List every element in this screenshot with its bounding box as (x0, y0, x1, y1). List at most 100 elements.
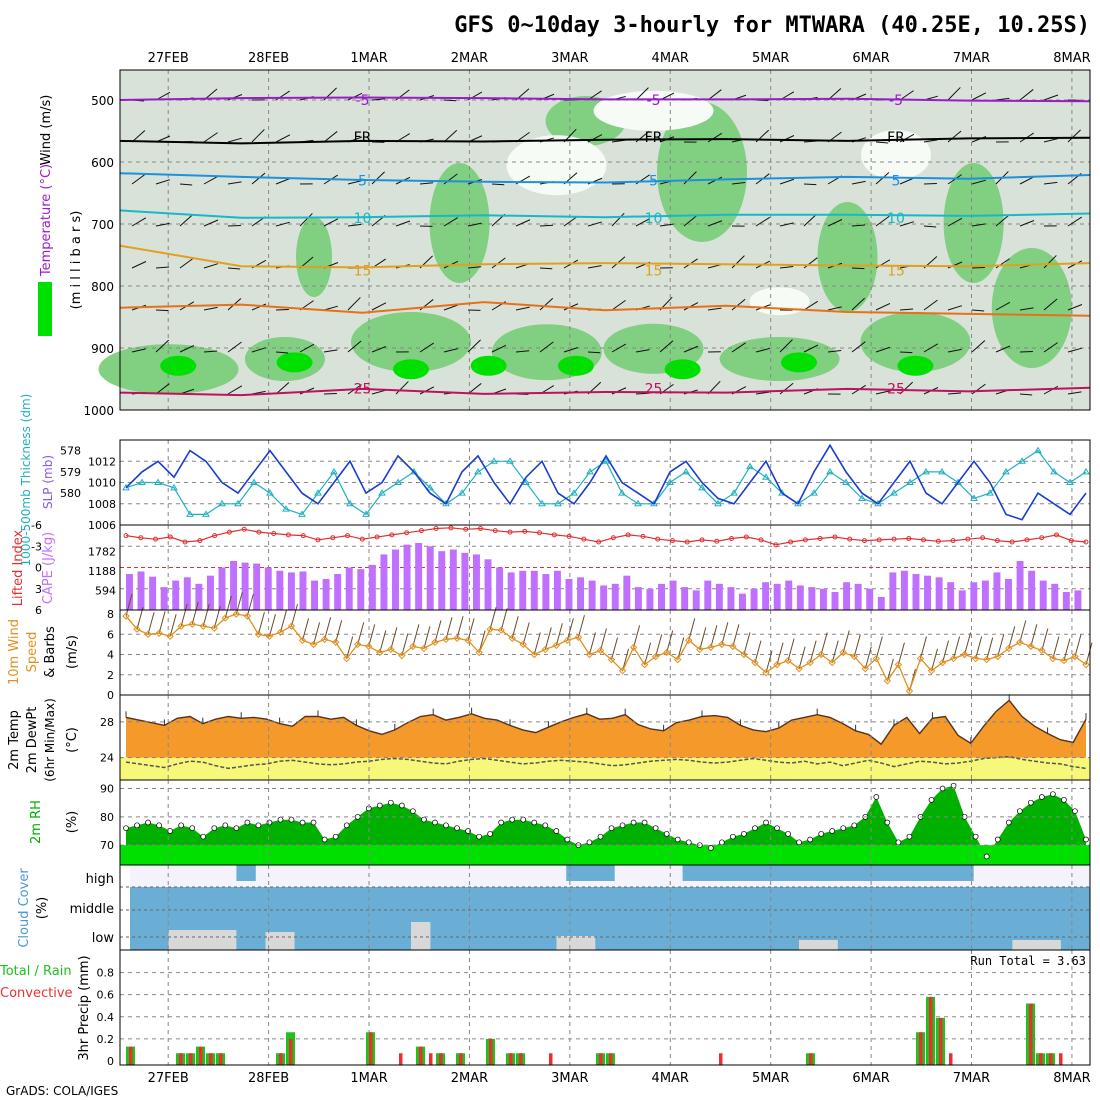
thickness-tick: 580 (60, 487, 81, 500)
thickness-point (1082, 467, 1090, 475)
wind-barb (368, 624, 376, 647)
temperature-axis-label: Temperature (°C) (39, 164, 54, 277)
rh2m-point (255, 822, 262, 829)
wind-barb (179, 183, 193, 186)
li-point (906, 535, 912, 541)
isotherm-label: 25 (645, 381, 663, 397)
wind-barb (1019, 220, 1035, 227)
wind-barb (235, 591, 243, 615)
wind-barb (842, 630, 850, 653)
wind-barb (803, 213, 818, 227)
temp-tick: 28 (100, 716, 114, 729)
li-point (980, 535, 986, 541)
thickness-point (250, 478, 258, 485)
wind-barb (179, 214, 194, 227)
precip-total-label: Total / Rain (0, 964, 72, 979)
thickness-tick: 578 (60, 445, 81, 458)
thickness-point (618, 489, 626, 496)
precip-conv-bar (459, 1053, 463, 1065)
wind-barb (897, 642, 905, 665)
wind-speed-point (1027, 642, 1035, 651)
thickness-point (234, 499, 242, 507)
wind-barb (743, 632, 751, 655)
cape-bar (588, 580, 596, 610)
rh2m-point (443, 822, 449, 829)
wind-barb (587, 351, 601, 354)
thickness-point (458, 489, 466, 496)
li-point (596, 539, 602, 545)
cape-bar (1028, 570, 1036, 610)
wind-speed-line (125, 613, 1087, 693)
wind-speed-point (773, 660, 781, 669)
rh-saturated-blob (393, 359, 429, 380)
pressure-tick: 800 (91, 280, 114, 294)
wind-barb (635, 218, 651, 227)
wind-barb (1019, 620, 1027, 643)
wind-speed-point (188, 620, 196, 628)
pressure-tick: 900 (91, 342, 114, 356)
rh2m-unit-label: (%) (65, 811, 80, 834)
wind-speed-point (342, 654, 351, 663)
wind-barb (299, 343, 315, 353)
wind-barb (587, 265, 602, 269)
wind-barb (827, 306, 842, 311)
wind-barb (765, 650, 773, 673)
cape-bar (924, 575, 932, 610)
precip-conv-bar (929, 996, 933, 1065)
isotherm-label: 15 (887, 264, 905, 280)
cape-bar (831, 592, 839, 610)
wind-barb (611, 212, 625, 227)
wind-barb (227, 385, 243, 395)
cape-bar (970, 582, 978, 610)
wind-barb (467, 618, 475, 641)
rh2m-low-area (120, 845, 1090, 865)
wind-barb (203, 350, 218, 353)
cape-bar (634, 587, 642, 610)
wind-barb (1043, 181, 1058, 185)
cape-bar (739, 593, 746, 610)
wind-barb (683, 171, 697, 185)
wind-speed-point (420, 644, 428, 653)
panel-frame (119, 69, 1091, 411)
rh2m-point (145, 819, 151, 826)
thickness-point (810, 489, 818, 496)
low-cloud-gap (168, 930, 237, 950)
li-point (965, 536, 971, 542)
li-tick: 3 (35, 583, 42, 596)
li-point (241, 526, 247, 532)
rh2m-point (310, 819, 317, 826)
precip-conv-bar (419, 1046, 423, 1065)
isotherm-label: 5 (358, 174, 367, 190)
wind-speed-point (751, 658, 759, 667)
precip-conv-bar (179, 1053, 183, 1065)
li-point (463, 526, 469, 532)
wind-barb (347, 180, 362, 185)
wind-barb (899, 177, 915, 185)
wind-speed-point (1005, 644, 1013, 653)
wind-barb (827, 350, 842, 353)
wind-barb (851, 341, 866, 353)
wind-barb (491, 183, 505, 186)
rh2m-point (509, 816, 516, 823)
cape-bar (577, 577, 585, 610)
wind-barb (755, 216, 771, 227)
cape-bar (808, 587, 816, 610)
wind-barb (779, 178, 795, 185)
cape-bar (368, 564, 376, 610)
cape-bar (496, 567, 504, 610)
rh2m-point (796, 839, 802, 846)
wind-barb (677, 637, 685, 660)
thickness-point (1018, 457, 1026, 464)
wind-barb (1063, 638, 1071, 661)
li-point (832, 534, 838, 540)
slp-tick: 1006 (88, 519, 116, 532)
rh2m-point (707, 845, 714, 851)
wind-barb (875, 390, 890, 395)
rh2m-point (774, 825, 780, 832)
pressure-tick: 600 (91, 156, 114, 170)
wind-barb (227, 181, 242, 185)
cape-bar (715, 583, 723, 610)
precip-tick: 0.8 (97, 967, 115, 980)
wind-barb (995, 345, 1011, 353)
precip-tick: 0.6 (97, 989, 115, 1002)
